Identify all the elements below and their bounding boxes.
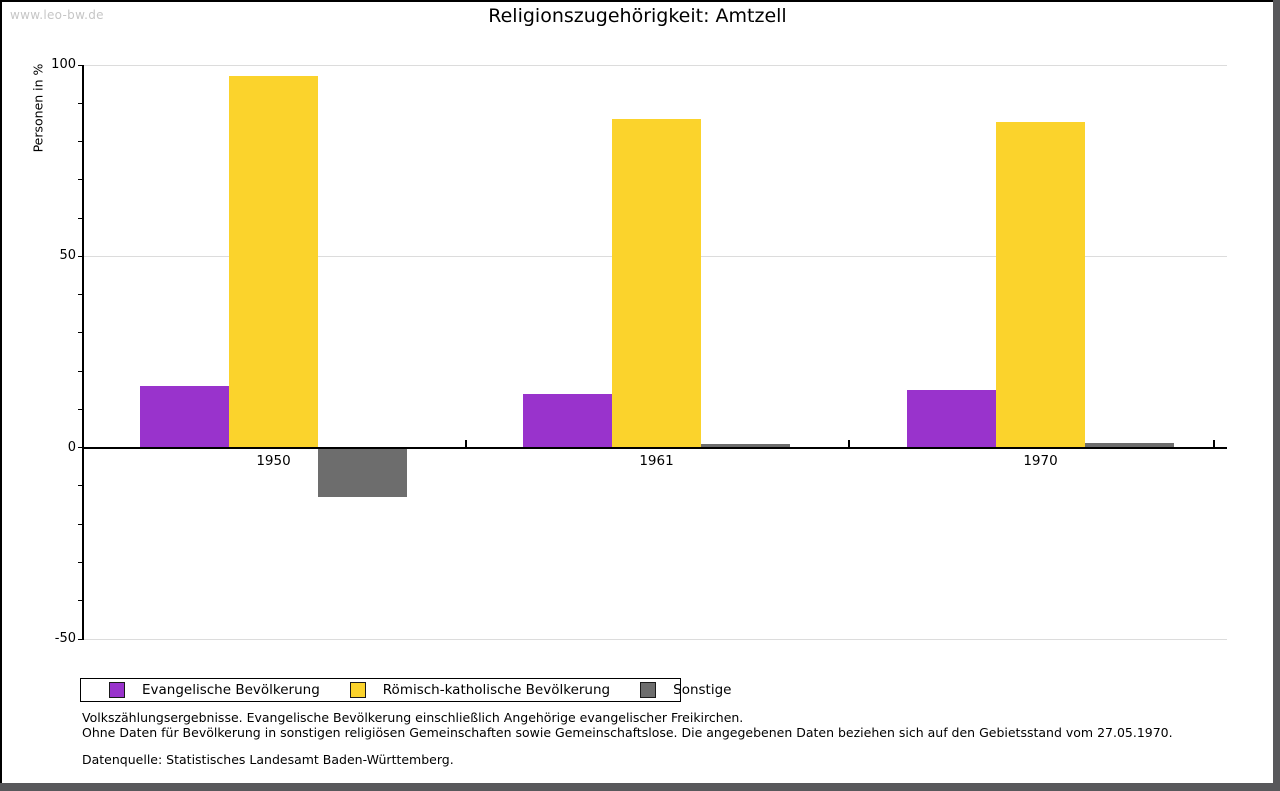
- bar-evangelische-bev-lkerung-1950: [140, 386, 229, 448]
- y-tick-label: 0: [67, 439, 76, 455]
- y-axis-tick: [78, 447, 84, 449]
- bar-r-misch-katholische-bev-lkerung-1950: [229, 76, 318, 448]
- chart-title: Religionszugehörigkeit: Amtzell: [488, 5, 787, 27]
- x-axis-separator-tick: [1213, 439, 1215, 447]
- bar-sonstige-1961: [701, 444, 790, 448]
- bar-evangelische-bev-lkerung-1970: [907, 390, 996, 448]
- y-axis-tick: [78, 141, 84, 143]
- legend-label: Evangelische Bevölkerung: [142, 682, 320, 698]
- gridline: [84, 638, 1227, 640]
- legend-label: Römisch-katholische Bevölkerung: [382, 682, 611, 698]
- watermark: www.leo-bw.de: [10, 8, 104, 22]
- x-tick-label-1961: 1961: [639, 452, 674, 469]
- legend-item: Römisch-katholische Bevölkerung: [349, 682, 611, 698]
- bar-sonstige-1950: [318, 448, 407, 498]
- y-axis-tick: [78, 408, 84, 410]
- bar-r-misch-katholische-bev-lkerung-1970: [996, 122, 1085, 448]
- x-tick-label-1950: 1950: [256, 452, 291, 469]
- y-axis-tick: [78, 102, 84, 104]
- legend-item: Sonstige: [640, 682, 731, 698]
- y-axis-tick: [78, 561, 84, 563]
- y-axis-tick: [78, 294, 84, 296]
- x-axis-line: [84, 446, 1227, 449]
- x-axis-separator-tick: [848, 439, 850, 447]
- y-tick-label: 100: [51, 57, 76, 72]
- y-axis-tick: [78, 179, 84, 181]
- legend: Evangelische Bevölkerung Römisch-katholis…: [80, 678, 731, 702]
- x-axis-separator-tick: [465, 439, 467, 447]
- footnote-line-2: Ohne Daten für Bevölkerung in sonstigen …: [82, 724, 1173, 740]
- y-axis-line: [82, 65, 84, 639]
- y-axis-tick: [78, 600, 84, 602]
- footnotes: Volkszählungsergebnisse. Evangelische Be…: [82, 710, 1222, 740]
- legend-swatch-icon: [640, 682, 657, 698]
- y-axis-tick: [78, 370, 84, 372]
- y-axis-tick: [78, 217, 84, 219]
- footnote-line-1: Volkszählungsergebnisse. Evangelische Be…: [82, 710, 744, 725]
- y-tick-label: -50: [54, 631, 76, 646]
- y-axis-tick: [78, 64, 84, 66]
- legend-swatch-icon: [349, 682, 366, 698]
- legend-item: Evangelische Bevölkerung: [109, 682, 320, 698]
- y-axis-tick: [78, 485, 84, 487]
- data-source: Datenquelle: Statistisches Landesamt Bad…: [82, 752, 454, 767]
- bar-sonstige-1970: [1085, 443, 1174, 448]
- x-tick-label-1970: 1970: [1023, 452, 1058, 469]
- y-axis-tick: [78, 255, 84, 257]
- y-axis-tick: [78, 638, 84, 640]
- legend-label: Sonstige: [673, 682, 732, 698]
- bar-evangelische-bev-lkerung-1961: [523, 394, 612, 448]
- bar-r-misch-katholische-bev-lkerung-1961: [612, 118, 701, 448]
- gridline: [84, 64, 1227, 66]
- y-axis-tick: [78, 332, 84, 334]
- y-axis-tick: [78, 523, 84, 525]
- legend-swatch-icon: [109, 682, 125, 698]
- y-tick-label: 50: [59, 248, 76, 264]
